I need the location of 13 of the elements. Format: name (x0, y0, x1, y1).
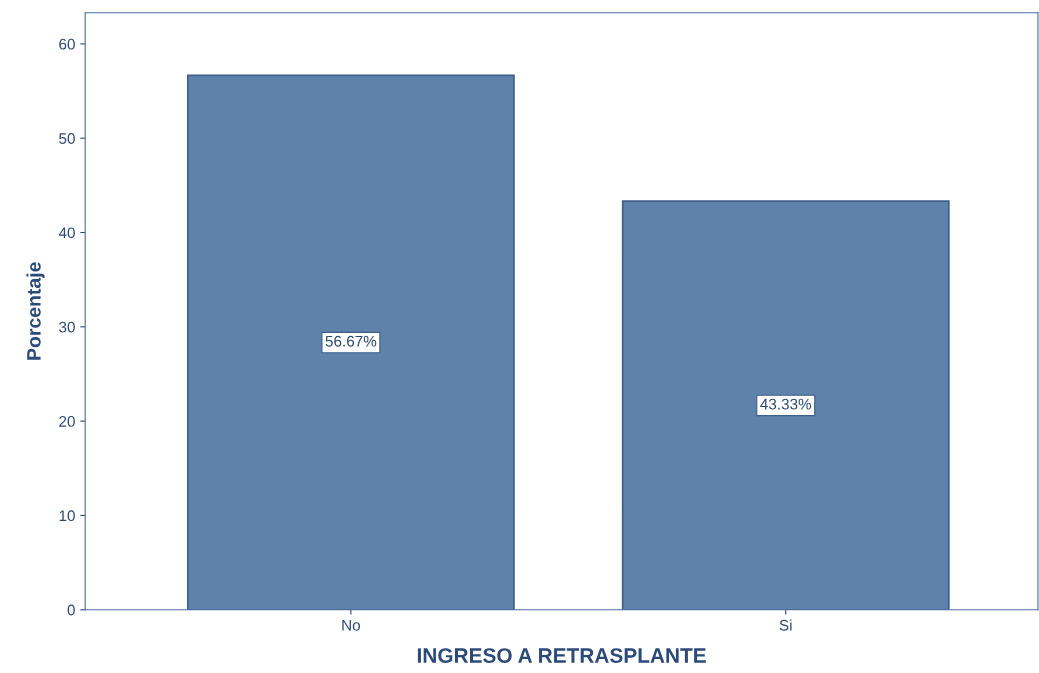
y-tick-label: 10 (59, 510, 75, 522)
data-label: 56.67% (325, 335, 377, 347)
y-tick-label: 30 (59, 321, 75, 333)
y-tick-label: 50 (59, 133, 75, 144)
y-tick-label: 0 (67, 604, 75, 616)
x-tick-label: Si (779, 619, 792, 631)
y-tick-label: 60 (59, 38, 75, 50)
x-tick-label: No (342, 620, 361, 631)
x-axis-title: INGRESO A RETRASPLANTE (417, 648, 706, 663)
data-label: 43.33% (760, 398, 812, 410)
y-tick-label: 40 (58, 227, 75, 239)
y-tick-label: 20 (59, 416, 75, 427)
y-axis-title: Porcentaje (26, 262, 45, 360)
